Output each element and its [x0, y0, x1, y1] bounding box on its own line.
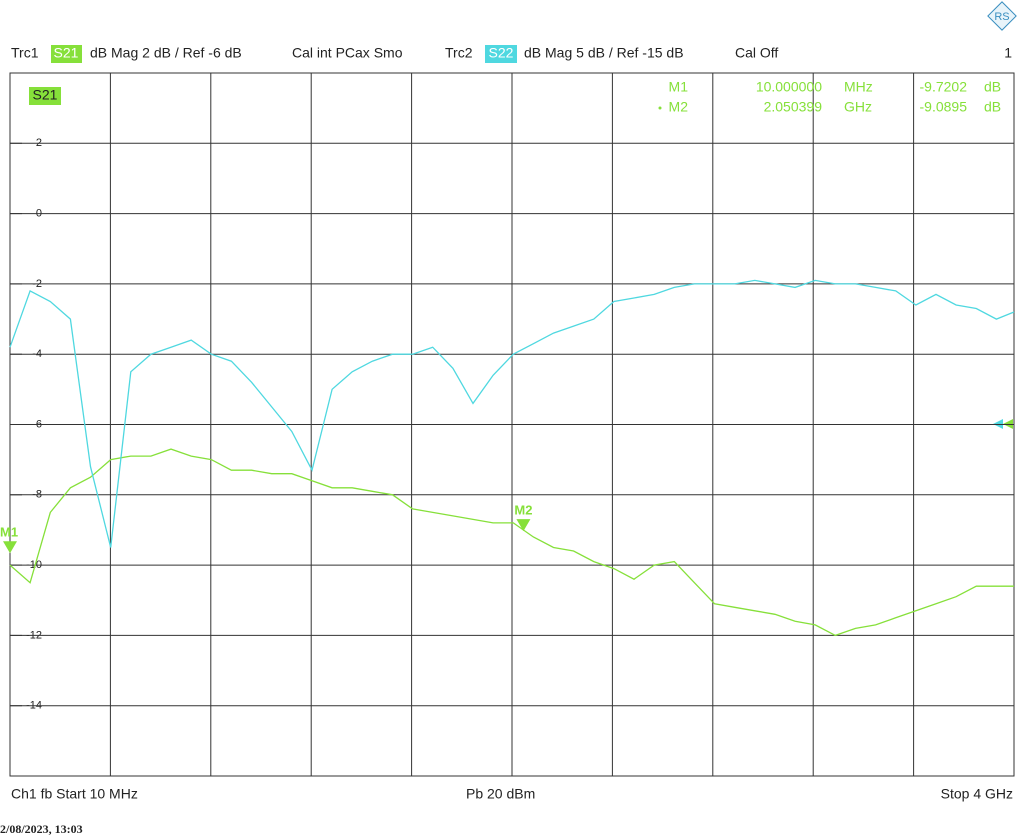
marker-value: -9.7202: [920, 79, 968, 95]
timestamp: 2/08/2023, 13:03: [0, 822, 83, 836]
trace: [9, 279, 1015, 548]
marker-x: 10.000000: [756, 79, 822, 95]
svg-text:RS: RS: [994, 11, 1009, 23]
marker: [516, 519, 531, 532]
trc2-cal: Cal Off: [735, 45, 778, 61]
marker-x-unit: GHz: [844, 99, 872, 115]
trc2: Trc2: [445, 45, 473, 61]
channel: 1: [1004, 45, 1012, 61]
marker-unit: dB: [984, 79, 1001, 95]
marker-x: 2.050399: [764, 99, 823, 115]
marker-x-unit: MHz: [844, 79, 873, 95]
trc1-param: S21: [54, 45, 79, 61]
trc1-format: dB Mag 2 dB / Ref -6 dB: [90, 45, 242, 61]
marker-value: -9.0895: [920, 99, 968, 115]
trc2-param: S22: [489, 45, 514, 61]
trc1-cal: Cal int PCax Smo: [292, 45, 403, 61]
footer-stop: Stop 4 GHz: [941, 786, 1013, 802]
logo: RS: [987, 1, 1017, 31]
active-marker-dot: [658, 106, 662, 110]
marker-label: M1: [0, 525, 18, 540]
marker: [3, 541, 17, 554]
marker-unit: dB: [984, 99, 1001, 115]
trc1-badge: [51, 45, 82, 63]
trace-badge: [29, 87, 61, 105]
marker-name: M2: [669, 99, 689, 115]
trace: [9, 448, 1014, 637]
trc2-format: dB Mag 5 dB / Ref -15 dB: [524, 45, 684, 61]
footer-power: Pb 20 dBm: [466, 786, 535, 802]
marker-name: M1: [669, 79, 689, 95]
trace-label: S21: [33, 87, 58, 103]
trc2-badge: [485, 45, 517, 63]
footer-start: Ch1 fb Start 10 MHz: [11, 786, 138, 802]
marker-label: M2: [514, 503, 532, 518]
trc1: Trc1: [11, 45, 39, 61]
